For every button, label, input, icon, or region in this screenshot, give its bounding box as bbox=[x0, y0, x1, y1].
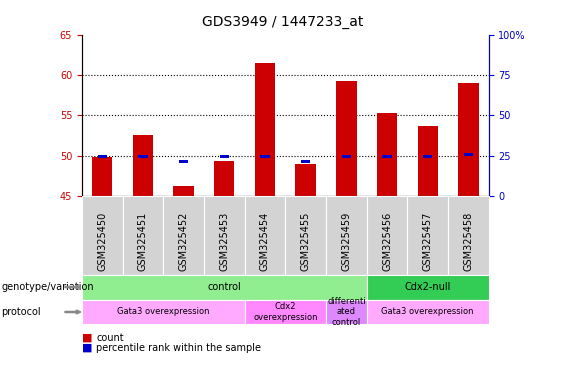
Text: count: count bbox=[96, 333, 124, 343]
Bar bbox=[458, 83, 479, 196]
Text: GSM325456: GSM325456 bbox=[382, 212, 392, 271]
Bar bbox=[418, 126, 438, 196]
Bar bbox=[138, 155, 147, 158]
Bar bbox=[220, 155, 229, 158]
Bar bbox=[295, 164, 316, 196]
Text: GSM325453: GSM325453 bbox=[219, 212, 229, 271]
Bar bbox=[383, 155, 392, 158]
Text: GSM325457: GSM325457 bbox=[423, 211, 433, 271]
Bar bbox=[336, 81, 357, 196]
Text: GSM325452: GSM325452 bbox=[179, 211, 189, 271]
Bar bbox=[255, 63, 275, 196]
Text: GSM325459: GSM325459 bbox=[341, 212, 351, 271]
Text: protocol: protocol bbox=[1, 307, 41, 317]
Bar bbox=[260, 155, 270, 158]
Text: genotype/variation: genotype/variation bbox=[1, 282, 94, 292]
Text: GSM325450: GSM325450 bbox=[97, 212, 107, 271]
Bar bbox=[133, 135, 153, 196]
Bar bbox=[173, 186, 194, 196]
Text: GSM325458: GSM325458 bbox=[463, 212, 473, 271]
Text: Gata3 overexpression: Gata3 overexpression bbox=[117, 308, 210, 316]
Bar bbox=[423, 155, 432, 158]
Bar bbox=[214, 161, 234, 196]
Text: GSM325454: GSM325454 bbox=[260, 212, 270, 271]
Text: GSM325455: GSM325455 bbox=[301, 211, 311, 271]
Text: ■: ■ bbox=[82, 343, 93, 353]
Bar bbox=[342, 155, 351, 158]
Text: differenti
ated
control: differenti ated control bbox=[327, 297, 366, 327]
Text: ■: ■ bbox=[82, 333, 93, 343]
Text: Cdx2
overexpression: Cdx2 overexpression bbox=[253, 302, 318, 322]
Bar bbox=[98, 155, 107, 158]
Bar bbox=[464, 153, 473, 156]
Text: Gata3 overexpression: Gata3 overexpression bbox=[381, 308, 474, 316]
Text: percentile rank within the sample: percentile rank within the sample bbox=[96, 343, 261, 353]
Bar bbox=[179, 160, 188, 163]
Text: GSM325451: GSM325451 bbox=[138, 212, 148, 271]
Bar bbox=[301, 160, 310, 163]
Bar bbox=[377, 113, 397, 196]
Bar bbox=[92, 157, 112, 196]
Text: control: control bbox=[207, 282, 241, 292]
Text: Cdx2-null: Cdx2-null bbox=[405, 282, 451, 292]
Text: GDS3949 / 1447233_at: GDS3949 / 1447233_at bbox=[202, 15, 363, 29]
